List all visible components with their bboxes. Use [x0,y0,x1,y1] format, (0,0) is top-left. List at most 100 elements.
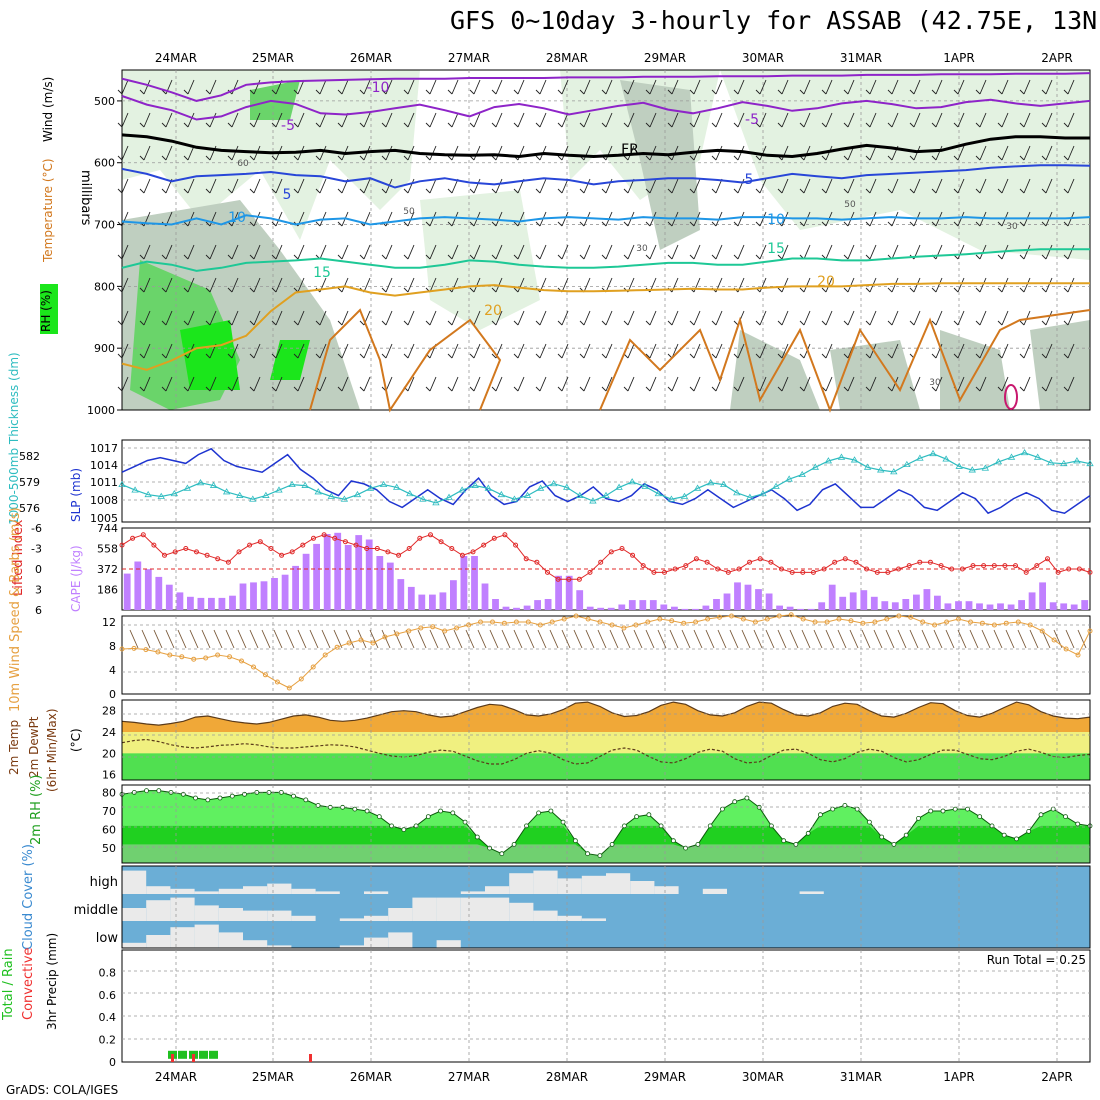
wind10-barb [597,629,607,649]
wind-barb [957,244,965,260]
thickness-marker [458,486,466,493]
wind-barb [997,287,1003,293]
cloud-middle [533,910,558,921]
wind-barb [359,155,365,161]
li-marker [1002,563,1008,569]
wind-barb [539,376,547,392]
wind-barb [381,122,387,128]
wind-barb [429,178,437,194]
thickness-marker [667,495,676,502]
wind-barb [887,386,893,392]
wind-barb [1019,155,1025,161]
li-marker [927,559,933,565]
wind-barb [139,155,145,161]
wind-barb [341,277,349,293]
thickness-marker [1020,448,1029,456]
wind-barb [271,320,277,326]
wind-barb [671,79,679,95]
li-marker [672,566,678,572]
wind-speed-marker [1039,628,1045,634]
cape-bar [450,580,457,610]
cloud-level-label-2: low [96,931,119,946]
cape-tick-label-1: 558 [97,543,118,556]
wind-barb [1019,89,1025,95]
wind-barb [1063,254,1069,260]
li-marker [406,546,412,551]
cloud-middle [170,897,195,921]
wind-barb [645,89,651,95]
thickness-marker [340,495,349,502]
wind-barb [209,244,217,260]
li-marker [268,546,274,551]
wind-barb [931,320,937,326]
wind-barb [319,178,327,194]
cloud-low [267,945,292,948]
wind-barb [425,188,431,194]
wind-barb [341,310,349,326]
rh-marker [1063,814,1068,819]
wind-barb [183,320,189,326]
wind-barb [407,310,415,326]
wind-barb [733,221,739,227]
rh-marker [928,808,934,814]
wind-barb [117,320,123,326]
wind-barb [249,122,255,128]
date-label-bottom-5: 29MAR [644,1070,686,1084]
temp-line [121,701,1091,726]
thickness-marker [929,449,937,457]
rh-marker [585,851,590,857]
wind-barb [821,287,827,293]
wind-barb [425,155,431,161]
wind-barb [1023,178,1031,194]
cape-bar [544,599,552,610]
wind-barb [231,343,239,359]
wind-barb [187,178,195,194]
wind-barb [1063,122,1069,128]
wind-barb [1045,376,1053,392]
wind-speed-marker [956,616,961,622]
wind10-barb [549,629,559,649]
wind-barb [583,343,591,359]
wind-barb [737,244,745,260]
wind-barb [649,376,657,392]
wind-barb [143,145,151,161]
wind10-barb [693,629,703,649]
li-marker [896,566,901,572]
cloud-level-label-0: high [90,875,118,890]
wind-barb [579,254,585,260]
li-marker [853,559,859,565]
cape-bar [923,589,931,610]
rh-area-low [122,844,1090,863]
wind-barb [645,320,651,326]
rh-marker [1038,812,1044,818]
wind-barb [865,122,871,128]
wind-barb [143,178,151,194]
wind-speed-marker [143,647,149,653]
li-marker [725,569,731,575]
wind-barb [759,79,767,95]
cloud-low [218,932,243,948]
wind-barb [887,353,893,359]
wind-barb [227,287,233,293]
cloud-high [218,888,243,894]
wind-barb [1019,188,1025,194]
li-marker [576,576,582,582]
wind-barb [209,376,217,392]
wind-barb [711,254,717,260]
wind-barb [953,188,959,194]
contour-label-14: 30 [1006,222,1018,232]
wind-barb [117,287,123,293]
wind-speed-marker [466,622,472,628]
wind-barb [623,122,629,128]
cloud-middle [412,897,437,921]
wind-barb [139,89,145,95]
cloud-low [243,940,268,948]
wind-barb [865,353,871,359]
cloud-middle [291,915,316,921]
wind-barb [407,178,415,194]
wind-speed-marker [418,625,424,631]
wind-barb [1023,145,1031,161]
wind-barb [143,79,151,95]
li-tick-label-0: -6 [31,522,42,535]
wind-barb [667,254,673,260]
